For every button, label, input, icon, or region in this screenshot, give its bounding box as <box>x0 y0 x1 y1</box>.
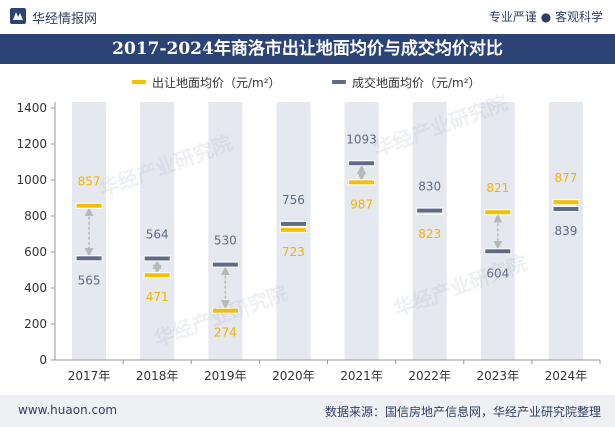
top-bar: 华经情报网 专业严谨 ● 客观科学 <box>0 0 615 34</box>
deal-price-label: 839 <box>554 224 577 238</box>
supply-price-marker <box>211 307 239 314</box>
category-band <box>140 102 175 360</box>
deal-price-label: 604 <box>486 266 509 280</box>
y-tick-label: 1000 <box>16 173 47 187</box>
x-tick-label: 2024年 <box>545 369 588 383</box>
deal-price-marker <box>211 261 239 268</box>
title-bar: 2017-2024年商洛市出让地面均价与成交均价对比 <box>0 34 615 64</box>
data-source: 数据来源：国信房地产信息网，华经产业研究院整理 <box>324 405 601 419</box>
legend-swatch-deal <box>332 80 346 84</box>
chart-title: 2017-2024年商洛市出让地面均价与成交均价对比 <box>112 39 503 59</box>
footer: www.huaon.com 数据来源：国信房地产信息网，华经产业研究院整理 <box>0 395 615 427</box>
y-tick-label: 600 <box>24 245 47 259</box>
y-tick-label: 0 <box>39 353 47 367</box>
legend-item-supply: 出让地面均价（元/m²） <box>132 72 281 92</box>
footer-url[interactable]: www.huaon.com <box>18 403 118 417</box>
x-tick-label: 2021年 <box>340 369 383 383</box>
x-tick-label: 2017年 <box>68 369 111 383</box>
supply-price-marker <box>143 272 171 279</box>
supply-price-marker <box>552 199 580 206</box>
y-tick-label: 200 <box>24 317 47 331</box>
brand-name: 华经情报网 <box>32 12 98 27</box>
supply-price-label: 274 <box>214 326 237 340</box>
x-tick-label: 2022年 <box>408 369 451 383</box>
chart-legend: 出让地面均价（元/m²） 成交地面均价（元/m²） <box>0 72 615 92</box>
slogan: 专业严谨 ● 客观科学 <box>488 10 603 24</box>
supply-price-label: 821 <box>486 181 509 195</box>
deal-price-marker <box>552 205 580 212</box>
category-band <box>72 102 107 360</box>
deal-price-label: 830 <box>418 180 441 194</box>
y-tick-label: 1200 <box>16 137 47 151</box>
legend-swatch-supply <box>132 80 146 84</box>
huajing-logo-icon <box>10 8 26 24</box>
supply-price-label: 471 <box>146 290 169 304</box>
x-tick-label: 2023年 <box>477 369 520 383</box>
deal-price-marker <box>416 207 444 214</box>
category-band <box>344 102 379 360</box>
supply-price-label: 877 <box>554 171 577 185</box>
deal-price-marker <box>75 255 103 262</box>
deal-price-label: 1093 <box>346 132 377 146</box>
x-tick-label: 2019年 <box>204 369 247 383</box>
supply-price-marker <box>75 202 103 209</box>
supply-price-marker <box>279 226 307 233</box>
x-tick-label: 2020年 <box>272 369 315 383</box>
legend-label-deal: 成交地面均价（元/m²） <box>352 75 481 90</box>
category-band <box>412 102 447 360</box>
supply-price-label: 723 <box>282 245 305 259</box>
supply-price-label: 823 <box>418 227 441 241</box>
deal-price-marker <box>279 220 307 227</box>
supply-price-marker <box>348 179 376 186</box>
y-tick-label: 1400 <box>16 101 47 115</box>
deal-price-label: 565 <box>78 273 101 287</box>
x-tick-label: 2018年 <box>136 369 179 383</box>
deal-price-marker <box>143 255 171 262</box>
deal-price-marker <box>484 248 512 255</box>
supply-price-label: 987 <box>350 197 373 211</box>
category-band <box>548 102 583 360</box>
legend-item-deal: 成交地面均价（元/m²） <box>332 72 481 92</box>
deal-price-label: 756 <box>282 193 305 207</box>
category-band <box>208 102 243 360</box>
deal-price-label: 530 <box>214 234 237 248</box>
y-tick-label: 400 <box>24 281 47 295</box>
deal-price-label: 564 <box>146 227 169 241</box>
supply-price-marker <box>484 209 512 216</box>
chart-plot: 0 200 400 600 800 1000 1200 1400 2017年 2018年 2019年… <box>16 101 601 383</box>
y-tick-label: 800 <box>24 209 47 223</box>
deal-price-marker <box>348 160 376 167</box>
supply-price-label: 857 <box>78 175 101 189</box>
legend-label-supply: 出让地面均价（元/m²） <box>152 75 281 90</box>
